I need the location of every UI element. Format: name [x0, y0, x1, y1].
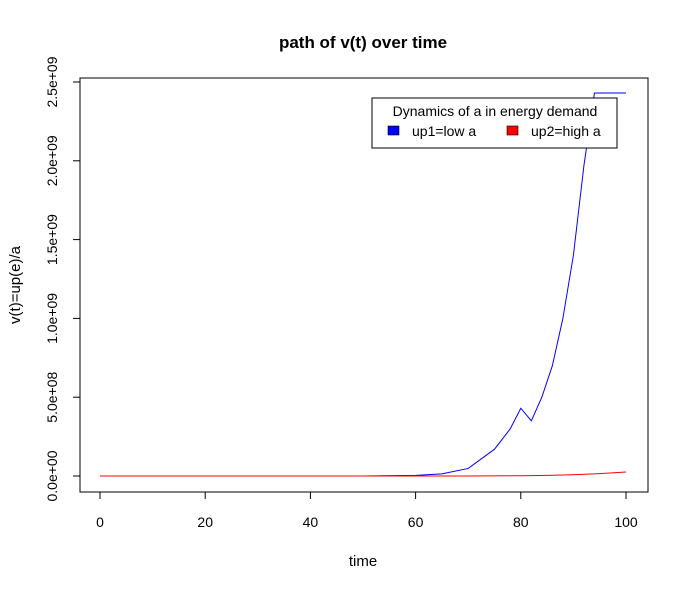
- y-axis: 0.0e+00 5.0e+08 1.0e+09 1.5e+09 2.0e+09 2.5e+…: [44, 56, 81, 502]
- x-tick-label: 100: [614, 514, 638, 530]
- series-line-1: [100, 92, 626, 477]
- y-tick-label: 1.0e+09: [44, 293, 60, 344]
- series-layer: [100, 92, 627, 477]
- y-tick-label: 1.5e+09: [44, 214, 60, 265]
- legend-box: [371, 97, 618, 149]
- x-axis-title: time: [349, 553, 377, 570]
- y-tick-label: 2.0e+09: [44, 135, 60, 186]
- y-tick-label: 2.5e+09: [44, 56, 60, 107]
- legend-title: Dynamics of a in energy demand: [393, 103, 598, 119]
- legend-swatch-up1: [387, 125, 400, 136]
- x-tick-label: 20: [197, 514, 213, 530]
- series-line-2: [100, 471, 627, 477]
- x-tick-label: 40: [303, 514, 319, 530]
- y-tick-label: 5.0e+08: [44, 371, 60, 422]
- legend-label-up1: up1=low a: [412, 123, 476, 139]
- x-tick-label: 60: [408, 514, 424, 530]
- y-axis-title: v(t)=up(e)/a: [7, 245, 24, 324]
- chart-title: path of v(t) over time: [279, 33, 447, 52]
- x-tick-label: 0: [96, 514, 104, 530]
- legend-label-up2: up2=high a: [531, 123, 601, 139]
- x-axis: 0 20 40 60 80 100: [96, 491, 638, 530]
- y-tick-label: 0.0e+00: [44, 450, 60, 501]
- legend: Dynamics of a in energy demand up1=low a…: [371, 97, 618, 149]
- legend-swatch-up2: [506, 125, 519, 136]
- x-tick-label: 80: [513, 514, 529, 530]
